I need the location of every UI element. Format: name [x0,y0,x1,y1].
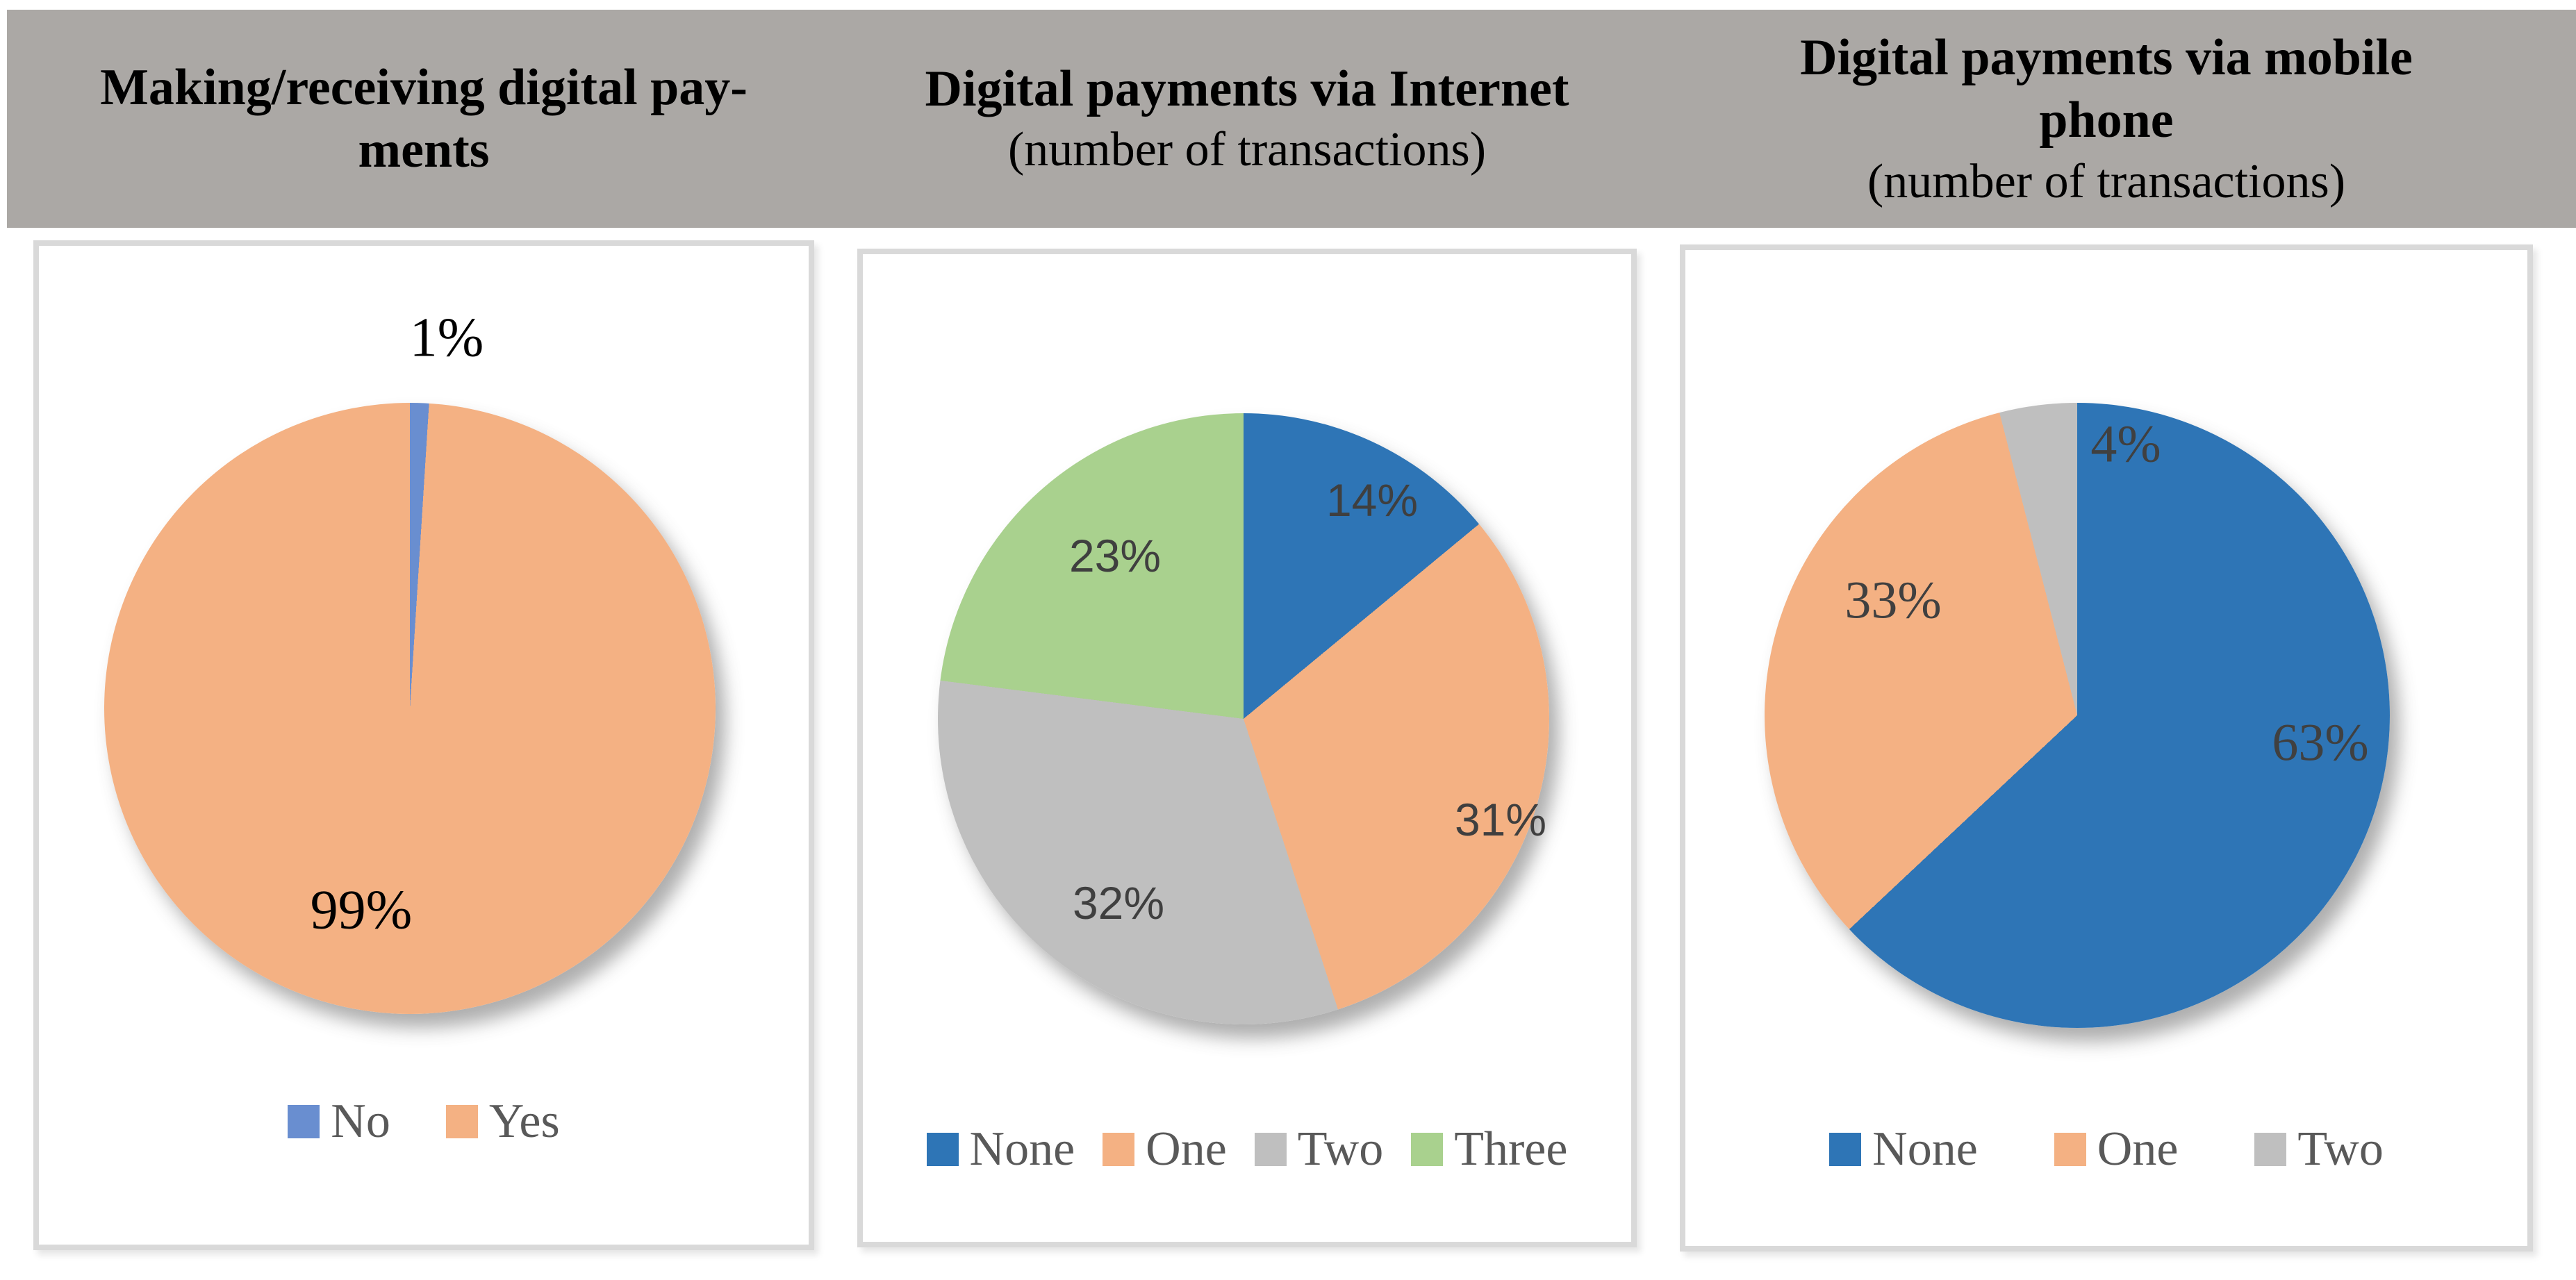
data-label-chart3-none: 63% [2272,713,2369,772]
legend-item-none: None [1829,1122,1978,1177]
legend-label: Three [1454,1122,1568,1176]
title-subtitle: (number of transactions) [1007,123,1487,177]
title-line: Making/receiving digital pay- [100,58,748,116]
legend-item-two: Two [1254,1122,1384,1177]
data-label-chart1-no: 1% [409,307,484,369]
legend-label: None [969,1122,1075,1176]
legend-label: Yes [488,1095,560,1148]
legend-item-one: One [2054,1122,2179,1177]
legend-item-one: One [1103,1122,1227,1177]
title-line: Digital payments via Internet [925,60,1569,118]
chart-title-making-receiving: Making/receiving digital pay-ments [33,10,814,228]
legend-item-two: Two [2254,1122,2384,1177]
title-subtitle: (number of transactions) [1867,154,2346,208]
legend-item-yes: Yes [445,1094,560,1149]
legend-swatch-two [2254,1133,2287,1166]
legend-swatch-one [2054,1133,2086,1166]
legend-chart-3: None One Two [1680,1122,2533,1177]
legend-item-no: No [288,1094,390,1149]
legend-chart-1: No Yes [33,1094,814,1149]
data-label-chart2-none: 14% [1326,474,1419,526]
data-label-chart1-yes: 99% [310,879,413,941]
pie-chart-3 [1765,403,2390,1028]
chart-title-internet: Digital payments via Internet (number of … [857,10,1637,228]
data-label-chart2-two: 32% [1072,877,1165,929]
title-line: Digital payments via mobile [1800,29,2413,87]
legend-swatch-yes [445,1105,478,1138]
legend-label: Two [2297,1122,2384,1176]
legend-label: One [2097,1122,2179,1176]
legend-item-three: Three [1411,1122,1567,1177]
data-label-chart3-one: 33% [1844,571,1942,630]
title-line: ments [358,122,490,178]
pie-chart-2 [938,413,1549,1024]
legend-swatch-three [1411,1133,1444,1166]
title-line: phone [2039,92,2174,149]
legend-swatch-none [926,1133,959,1166]
pie-chart-1 [104,403,716,1014]
legend-chart-2: None One Two Three [857,1122,1637,1177]
data-label-chart2-one: 31% [1454,794,1547,845]
chart-title-mobile-phone: Digital payments via mobile phone (number … [1680,10,2533,228]
legend-item-none: None [926,1122,1075,1177]
legend-label: One [1146,1122,1227,1176]
data-label-chart3-two: 4% [2090,415,2161,474]
legend-label: None [1872,1122,1978,1176]
legend-swatch-two [1254,1133,1287,1166]
data-label-chart2-three: 23% [1068,530,1162,581]
legend-swatch-one [1103,1133,1135,1166]
legend-label: No [331,1095,390,1148]
legend-swatch-none [1829,1133,1862,1166]
legend-label: Two [1297,1122,1384,1176]
legend-swatch-no [288,1105,320,1138]
header-band [7,10,2576,228]
